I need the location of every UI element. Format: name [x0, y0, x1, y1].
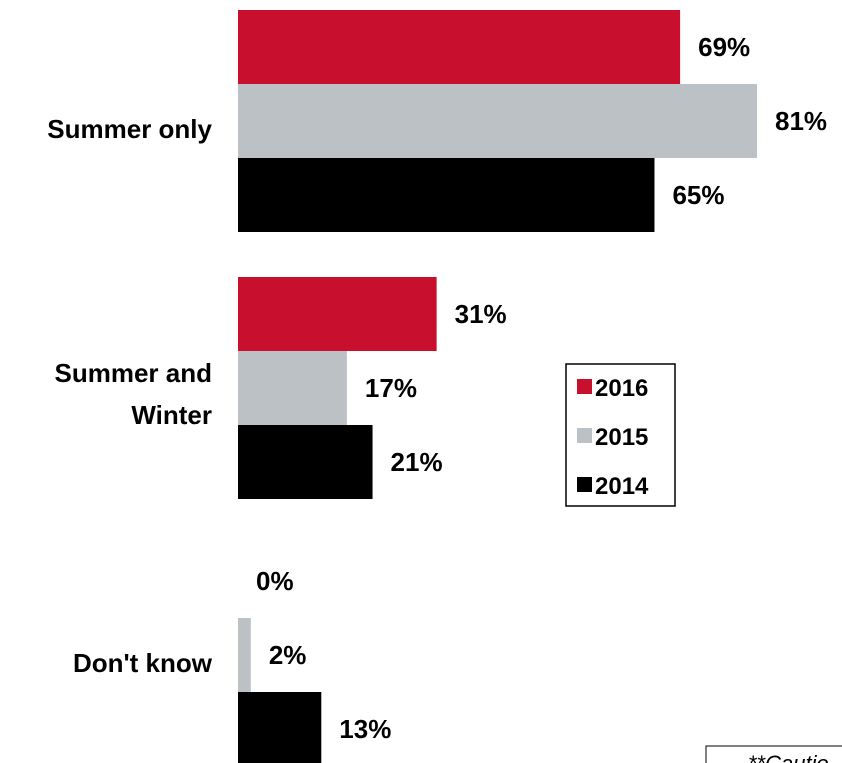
bar-summer-only-2016 [238, 10, 681, 84]
data-label-summer-and-winter-2014: 21% [391, 447, 443, 477]
category-label-line: Don't know [73, 648, 213, 678]
category-labels: Summer only Summer and Winter Don't know [47, 114, 212, 678]
category-label-line: Summer only [47, 114, 212, 144]
legend-swatch-2014 [577, 477, 592, 492]
data-label-summer-only-2016: 69% [698, 32, 750, 62]
data-labels: 69% 81% 65% 31% 17% 21% 0% 2% 13% [256, 32, 827, 744]
legend-swatch-2015 [577, 428, 592, 443]
category-label-line: Winter [131, 400, 212, 430]
bars [238, 10, 757, 763]
footnote-border [705, 745, 842, 763]
footnote-box: **Cautio [705, 745, 842, 763]
data-label-summer-and-winter-2016: 31% [455, 299, 507, 329]
legend-label-2016: 2016 [595, 375, 648, 402]
legend-label-2014: 2014 [595, 473, 649, 500]
bar-summer-only-2015 [238, 84, 757, 158]
bar-don-t-know-2014 [238, 692, 322, 763]
bar-summer-and-winter-2014 [238, 425, 373, 499]
data-label-summer-only-2015: 81% [775, 106, 827, 136]
category-label-summer-and-winter: Summer and Winter [55, 358, 213, 430]
data-label-summer-only-2014: 65% [672, 180, 724, 210]
footnote-text: **Cautio [748, 751, 829, 763]
bar-summer-only-2014 [238, 158, 655, 232]
category-label-don-t-know: Don't know [73, 648, 213, 678]
category-label-line: Summer and [55, 358, 213, 388]
legend-label-2015: 2015 [595, 424, 648, 451]
bar-summer-and-winter-2015 [238, 351, 347, 425]
legend: 2016 2015 2014 [565, 363, 676, 507]
category-label-summer-only: Summer only [47, 114, 212, 144]
data-label-summer-and-winter-2015: 17% [365, 373, 417, 403]
bar-summer-and-winter-2016 [238, 277, 437, 351]
legend-swatch-2016 [577, 379, 592, 394]
data-label-don-t-know-2015: 2% [269, 640, 307, 670]
data-label-don-t-know-2014: 13% [339, 714, 391, 744]
data-label-don-t-know-2016: 0% [256, 566, 294, 596]
bar-don-t-know-2015 [238, 618, 251, 692]
